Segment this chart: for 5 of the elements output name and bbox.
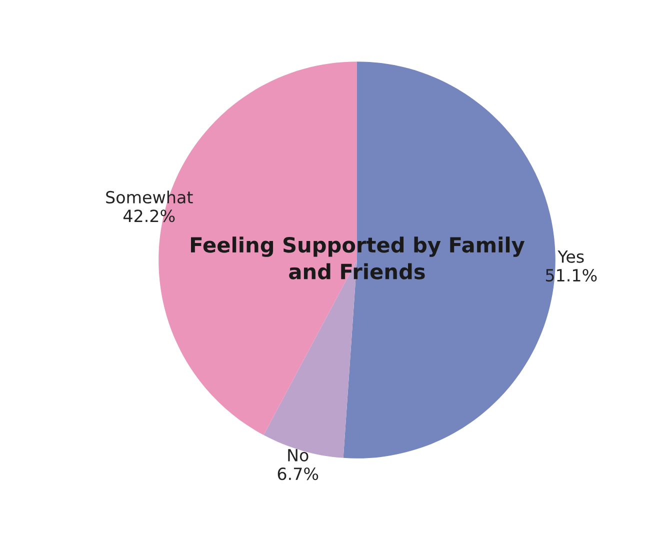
slice-label: No [288,449,308,462]
data-label: 42.2% [123,210,175,222]
slice-label: Yes [558,250,584,263]
slice-label: Somewhat [106,190,193,204]
data-label: 6.7% [278,468,318,480]
